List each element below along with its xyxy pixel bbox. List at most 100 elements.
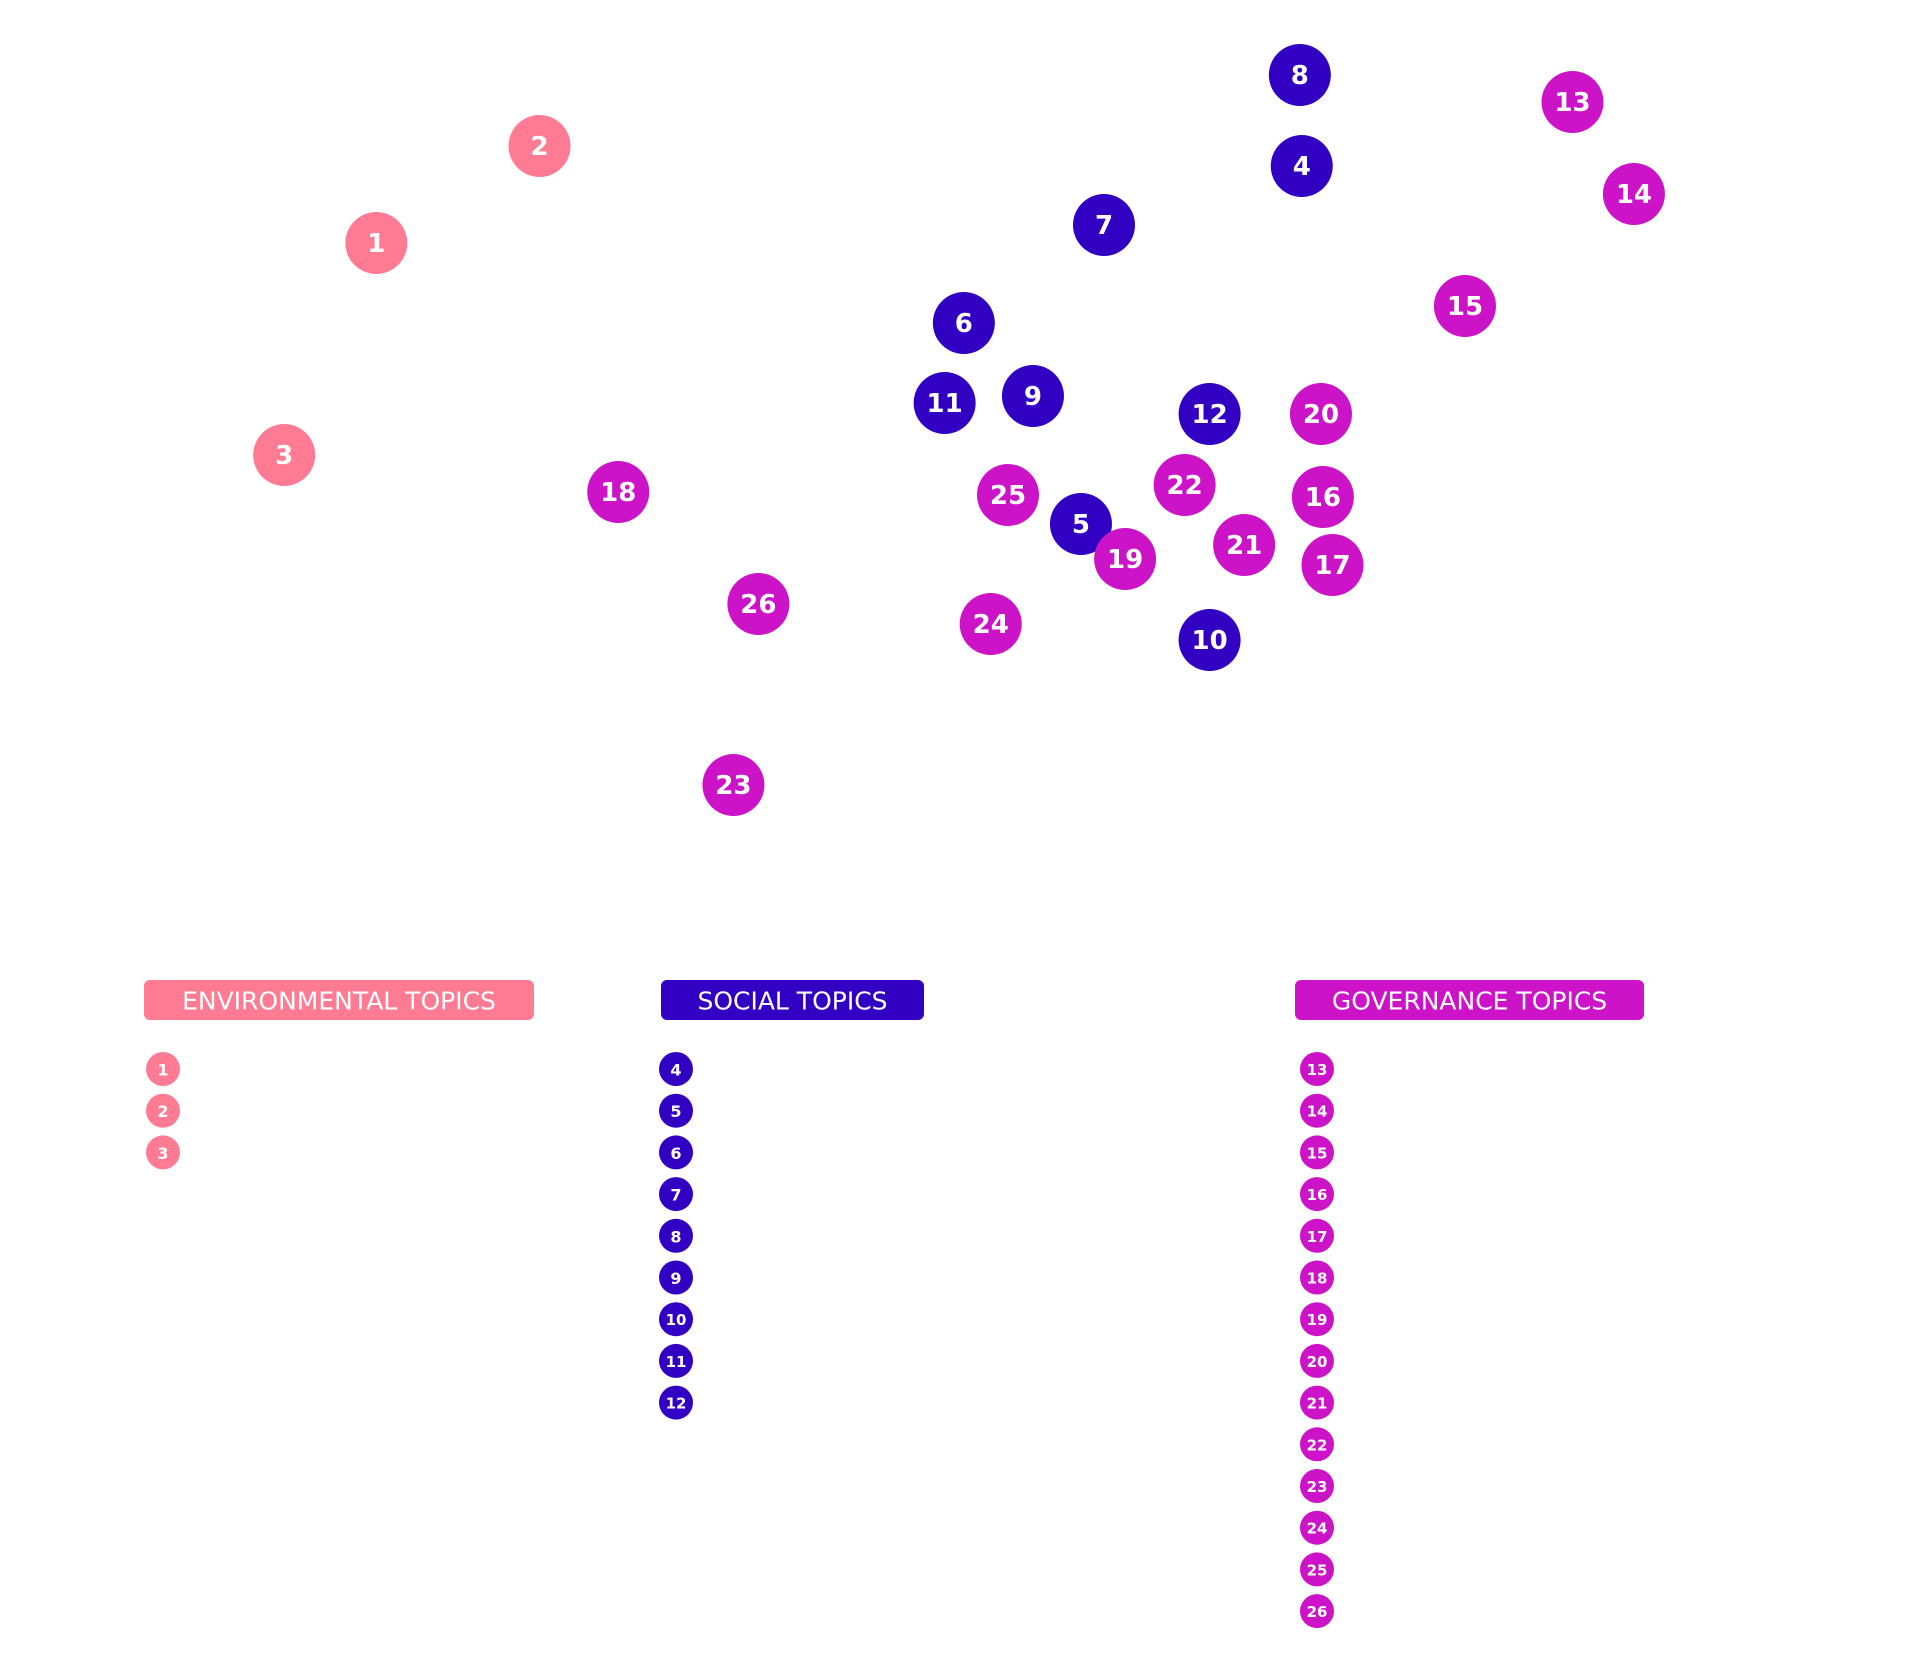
topic-point-marker[interactable] [1301, 534, 1364, 596]
topic-point[interactable]: 2 [508, 115, 571, 177]
legend-title: SOCIAL TOPICS [697, 987, 887, 1016]
topic-point-marker[interactable] [1270, 135, 1333, 197]
topic-point-marker[interactable] [977, 464, 1039, 526]
topic-point[interactable]: 24 [959, 593, 1022, 655]
topic-point-marker[interactable] [1153, 454, 1216, 516]
legend-item: 25 [1300, 1552, 1334, 1587]
legend-item-label: 8 [670, 1227, 681, 1246]
legend-item-label: 14 [1307, 1103, 1328, 1121]
topic-point-marker[interactable] [345, 212, 408, 274]
topic-point-marker[interactable] [587, 461, 650, 523]
legend-item-marker [1300, 1177, 1334, 1212]
legend-item-label: 21 [1307, 1395, 1328, 1413]
legend-item-label: 1 [157, 1061, 168, 1080]
topic-point-marker[interactable] [1178, 383, 1241, 445]
topic-point[interactable]: 16 [1291, 466, 1354, 528]
topic-point-marker[interactable] [932, 292, 995, 354]
topic-point[interactable]: 11 [913, 372, 976, 434]
topic-point-marker[interactable] [959, 593, 1022, 655]
legend-item-label: 5 [670, 1102, 681, 1121]
topic-point[interactable]: 9 [1001, 365, 1064, 427]
legend-item-label: 23 [1307, 1478, 1328, 1496]
topic-point[interactable]: 19 [1094, 528, 1157, 590]
topic-point-label: 13 [1554, 88, 1590, 118]
topic-point-label: 1 [367, 229, 385, 259]
topic-point-label: 5 [1072, 510, 1090, 540]
topic-point[interactable]: 4 [1270, 135, 1333, 197]
topic-point[interactable]: 6 [932, 292, 995, 354]
topic-point-marker[interactable] [1213, 514, 1276, 576]
legend-title-badge [144, 980, 534, 1020]
legend-item-marker [1300, 1343, 1334, 1378]
topic-point-marker[interactable] [913, 372, 976, 434]
topic-point[interactable]: 17 [1301, 534, 1364, 596]
topic-point-label: 22 [1167, 471, 1203, 501]
legend-item-marker [1300, 1052, 1334, 1086]
legend-item-marker [1300, 1260, 1334, 1295]
topic-point-marker[interactable] [1291, 466, 1354, 528]
topic-point[interactable]: 23 [702, 754, 765, 816]
legend-item-marker [659, 1302, 693, 1337]
topic-point-label: 11 [927, 389, 963, 419]
legend-item: 1 [146, 1052, 180, 1086]
topic-point-marker[interactable] [1433, 275, 1496, 337]
topic-point-marker[interactable] [1094, 528, 1157, 590]
legend-item: 6 [659, 1135, 693, 1170]
topic-point-marker[interactable] [1541, 71, 1604, 133]
legend-item-marker [146, 1135, 180, 1170]
topic-point-marker[interactable] [1268, 44, 1331, 106]
legend-item: 23 [1300, 1469, 1334, 1503]
legend-item-label: 18 [1307, 1270, 1328, 1288]
legend-item-label: 13 [1307, 1061, 1328, 1079]
topic-point[interactable]: 14 [1602, 163, 1665, 225]
legend-item: 4 [659, 1052, 693, 1086]
legend-item: 26 [1300, 1594, 1334, 1629]
topic-point[interactable]: 25 [977, 464, 1039, 526]
topic-point-marker[interactable] [1289, 383, 1352, 445]
topic-point[interactable]: 7 [1073, 194, 1135, 256]
topic-point-marker[interactable] [1001, 365, 1064, 427]
topic-point[interactable]: 18 [587, 461, 650, 523]
topic-point[interactable]: 5 [1049, 493, 1112, 555]
legend-item-marker [1300, 1469, 1334, 1503]
topic-point-marker[interactable] [727, 573, 790, 635]
topic-point[interactable]: 20 [1289, 383, 1352, 445]
topic-point-marker[interactable] [1602, 163, 1665, 225]
legend-title: ENVIRONMENTAL TOPICS [182, 987, 496, 1016]
topic-point-marker[interactable] [508, 115, 571, 177]
topic-point[interactable]: 26 [727, 573, 790, 635]
topic-point[interactable]: 1 [345, 212, 408, 274]
topic-point-marker[interactable] [1178, 609, 1241, 671]
legend-item-label: 20 [1307, 1353, 1328, 1371]
topic-point[interactable]: 3 [253, 424, 316, 486]
topic-point-label: 16 [1305, 483, 1341, 513]
topic-point[interactable]: 15 [1433, 275, 1496, 337]
topic-point-marker[interactable] [253, 424, 316, 486]
topic-point-label: 19 [1107, 545, 1143, 575]
topic-point-label: 4 [1293, 152, 1311, 182]
legend-item-label: 3 [157, 1144, 168, 1163]
legend-item-label: 24 [1307, 1520, 1328, 1538]
topic-point-marker[interactable] [1049, 493, 1112, 555]
topic-point[interactable]: 22 [1153, 454, 1216, 516]
legend-item-label: 22 [1307, 1436, 1328, 1454]
legend-item-marker [146, 1052, 180, 1086]
topic-point[interactable]: 10 [1178, 609, 1241, 671]
topic-point-marker[interactable] [702, 754, 765, 816]
legend-item-marker [659, 1177, 693, 1212]
topic-point[interactable]: 13 [1541, 71, 1604, 133]
topic-point[interactable]: 12 [1178, 383, 1241, 445]
topic-point[interactable]: 21 [1213, 514, 1276, 576]
legend-item-label: 10 [666, 1311, 687, 1329]
topic-point-marker[interactable] [1073, 194, 1135, 256]
legend-item-marker [1300, 1594, 1334, 1629]
legend-group-governance: GOVERNANCE TOPICS 13 14 15 16 17 18 19 20 21 22 23 2… [1295, 980, 1644, 1629]
legend-item: 24 [1300, 1510, 1334, 1545]
topic-point[interactable]: 8 [1268, 44, 1331, 106]
legend-item: 8 [659, 1218, 693, 1253]
legend-item-label: 26 [1307, 1603, 1328, 1621]
topic-point-label: 26 [740, 590, 776, 620]
legend-item-marker [659, 1052, 693, 1086]
